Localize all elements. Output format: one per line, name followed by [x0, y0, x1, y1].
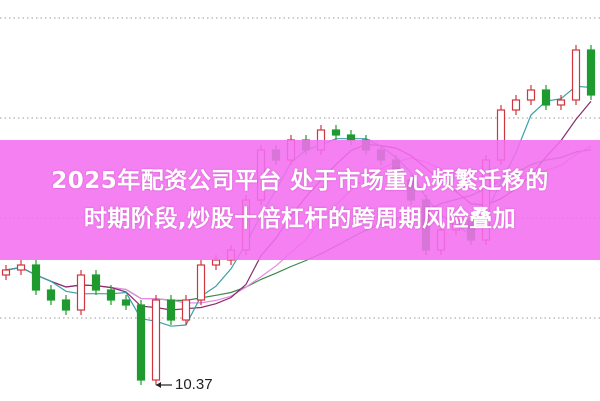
candle-body: [16, 264, 26, 271]
candle-body: [331, 129, 341, 136]
candle-body: [76, 274, 86, 311]
candle-body: [541, 89, 551, 106]
candle-body: [31, 264, 41, 291]
candle-body: [1, 269, 11, 276]
candle-body: [526, 89, 536, 101]
candle-body: [181, 299, 191, 321]
candle-body: [151, 299, 161, 381]
headline-line-1: 2025年配资公司平台 处于市场重心频繁迁移的: [51, 168, 549, 194]
headline-banner: 2025年配资公司平台 处于市场重心频繁迁移的 时期阶段,炒股十倍杠杆的跨周期风…: [0, 140, 600, 260]
candle-body: [121, 299, 131, 306]
candle-body: [556, 99, 566, 106]
candle-body: [166, 299, 176, 321]
headline-line-2: 时期阶段,炒股十倍杠杆的跨周期风险叠加: [83, 206, 517, 232]
candle-body: [46, 289, 56, 301]
candle-body: [211, 259, 221, 266]
candle-body: [571, 49, 581, 101]
candle-body: [106, 289, 116, 301]
candle-body: [91, 274, 101, 291]
candle-body: [196, 264, 206, 301]
low-price-label: 10.37: [175, 376, 213, 393]
candle-body: [136, 304, 146, 381]
low-marker-arrowhead: [156, 382, 161, 388]
candle-body: [586, 49, 596, 96]
candle-body: [61, 299, 71, 311]
candle-body: [511, 99, 521, 111]
